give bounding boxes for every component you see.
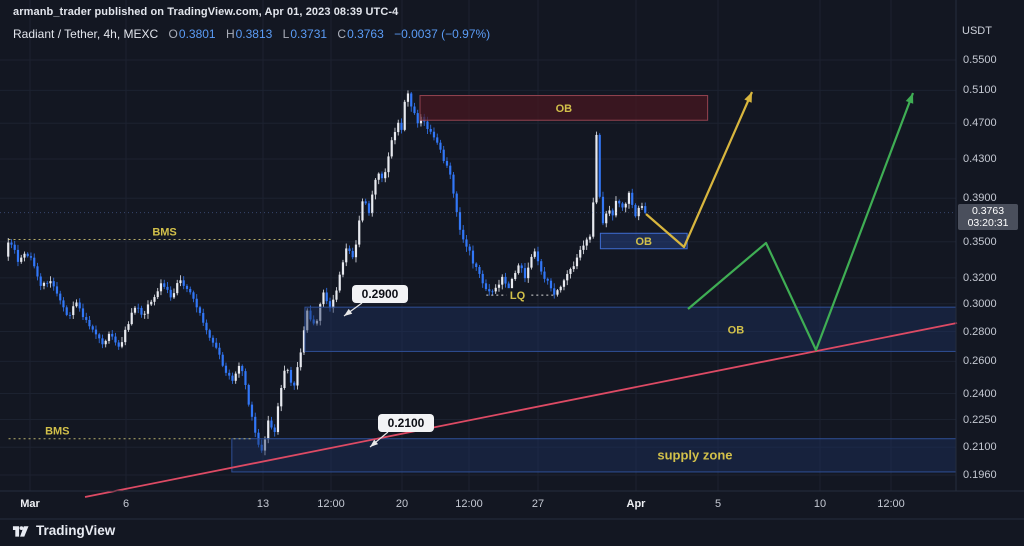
time-axis-label: 5 (714, 498, 722, 510)
callout-0-2100[interactable]: 0.2100 (368, 414, 434, 449)
ob-demand-zone[interactable]: OB (304, 306, 957, 352)
bms-lower-line[interactable]: BMS (8, 426, 253, 440)
price-axis-label: 0.4300 (963, 153, 997, 165)
price-axis-label: 0.4700 (963, 117, 997, 130)
time-axis[interactable]: Mar 6 13 12:00 20 12:00 27 Apr 5 10 12:00 (0, 491, 1024, 519)
price-axis[interactable]: 0.5500 0.5100 0.4700 0.4300 0.3900 0.3500 0.32… (956, 0, 1024, 491)
ob-top-zone[interactable]: OB (419, 95, 709, 121)
quote-currency-label: USDT (962, 25, 992, 37)
bms-upper-line-label: BMS (152, 227, 176, 239)
current-price-tag: 0.3763 03:20:31 (958, 203, 1018, 230)
price-change: −0.0037 (−0.97%) (394, 27, 491, 41)
supply-zone-label: supply zone (657, 447, 732, 462)
candles (7, 90, 647, 456)
ohlc-high-label: H (225, 27, 235, 41)
ohlc-open-label: O (168, 27, 178, 41)
bms-lower-line-label: BMS (45, 426, 69, 438)
publication-caption: armanb_trader published on TradingView.c… (13, 6, 399, 18)
time-axis-label: 27 (531, 498, 545, 510)
time-axis-label: 10 (813, 498, 827, 510)
ob-mid-box-label: OB (636, 236, 653, 248)
ob-mid-box[interactable]: OB (599, 232, 688, 250)
callout-0-2900[interactable]: 0.2900 (342, 285, 408, 318)
current-price-value: 0.3763 (971, 204, 1005, 217)
bar-countdown: 03:20:31 (967, 216, 1009, 229)
price-axis-label: 0.2250 (963, 413, 997, 426)
ascending-trend-line[interactable] (84, 322, 958, 498)
time-axis-label: Apr (626, 498, 646, 510)
time-axis-label: 6 (122, 498, 130, 510)
time-axis-label: 12:00 (317, 498, 345, 510)
ohlc-high-value: 0.3813 (235, 27, 273, 41)
time-axis-label: Mar (20, 498, 40, 510)
price-axis-label: 0.5500 (963, 54, 997, 66)
price-axis-label: 0.3200 (963, 271, 997, 284)
callout-0-2100-text: 0.2100 (388, 416, 425, 430)
price-axis-label: 0.2800 (963, 325, 997, 338)
symbol-info-row: Radiant / Tether, 4h, MEXC O0.3801 H0.38… (13, 27, 490, 41)
ob-top-zone-label: OB (556, 103, 573, 115)
lq-line[interactable]: LQ (486, 288, 557, 302)
ohlc-close-value: 0.3763 (347, 27, 384, 41)
price-axis-label: 0.3500 (963, 235, 997, 248)
ohlc-close-label: C (337, 27, 347, 41)
ohlc-low-value: 0.3731 (290, 27, 328, 41)
ohlc-low-label: L (282, 27, 290, 41)
ohlc-open-value: 0.3801 (178, 27, 216, 41)
tradingview-brand[interactable]: TradingView (36, 523, 116, 538)
time-axis-label: 12:00 (455, 498, 483, 510)
time-axis-label: 13 (256, 498, 270, 510)
gridlines (0, 0, 956, 491)
price-axis-label: 0.2400 (963, 387, 997, 400)
time-axis-label: 12:00 (877, 498, 905, 510)
ob-demand-zone-label: OB (728, 324, 745, 336)
time-axis-label: 20 (395, 498, 409, 510)
yellow-projection-arrow[interactable] (645, 90, 756, 249)
price-axis-label: 0.2600 (963, 355, 997, 368)
green-projection-arrow[interactable] (687, 92, 917, 352)
price-axis-label: 0.2100 (963, 441, 997, 454)
price-axis-label: 0.3900 (963, 192, 997, 205)
footer: TradingView (12, 523, 115, 538)
callout-0-2900-text: 0.2900 (362, 287, 399, 301)
lq-line-label: LQ (510, 290, 526, 302)
symbol-title[interactable]: Radiant / Tether, 4h, MEXC (13, 27, 159, 41)
price-axis-label: 0.1960 (963, 469, 997, 481)
supply-zone[interactable]: supply zone (231, 438, 957, 473)
tradingview-logo-icon[interactable] (12, 523, 29, 538)
price-axis-label: 0.3000 (963, 297, 997, 310)
price-axis-label: 0.5100 (963, 84, 997, 97)
bms-upper-line[interactable]: BMS (8, 227, 333, 241)
